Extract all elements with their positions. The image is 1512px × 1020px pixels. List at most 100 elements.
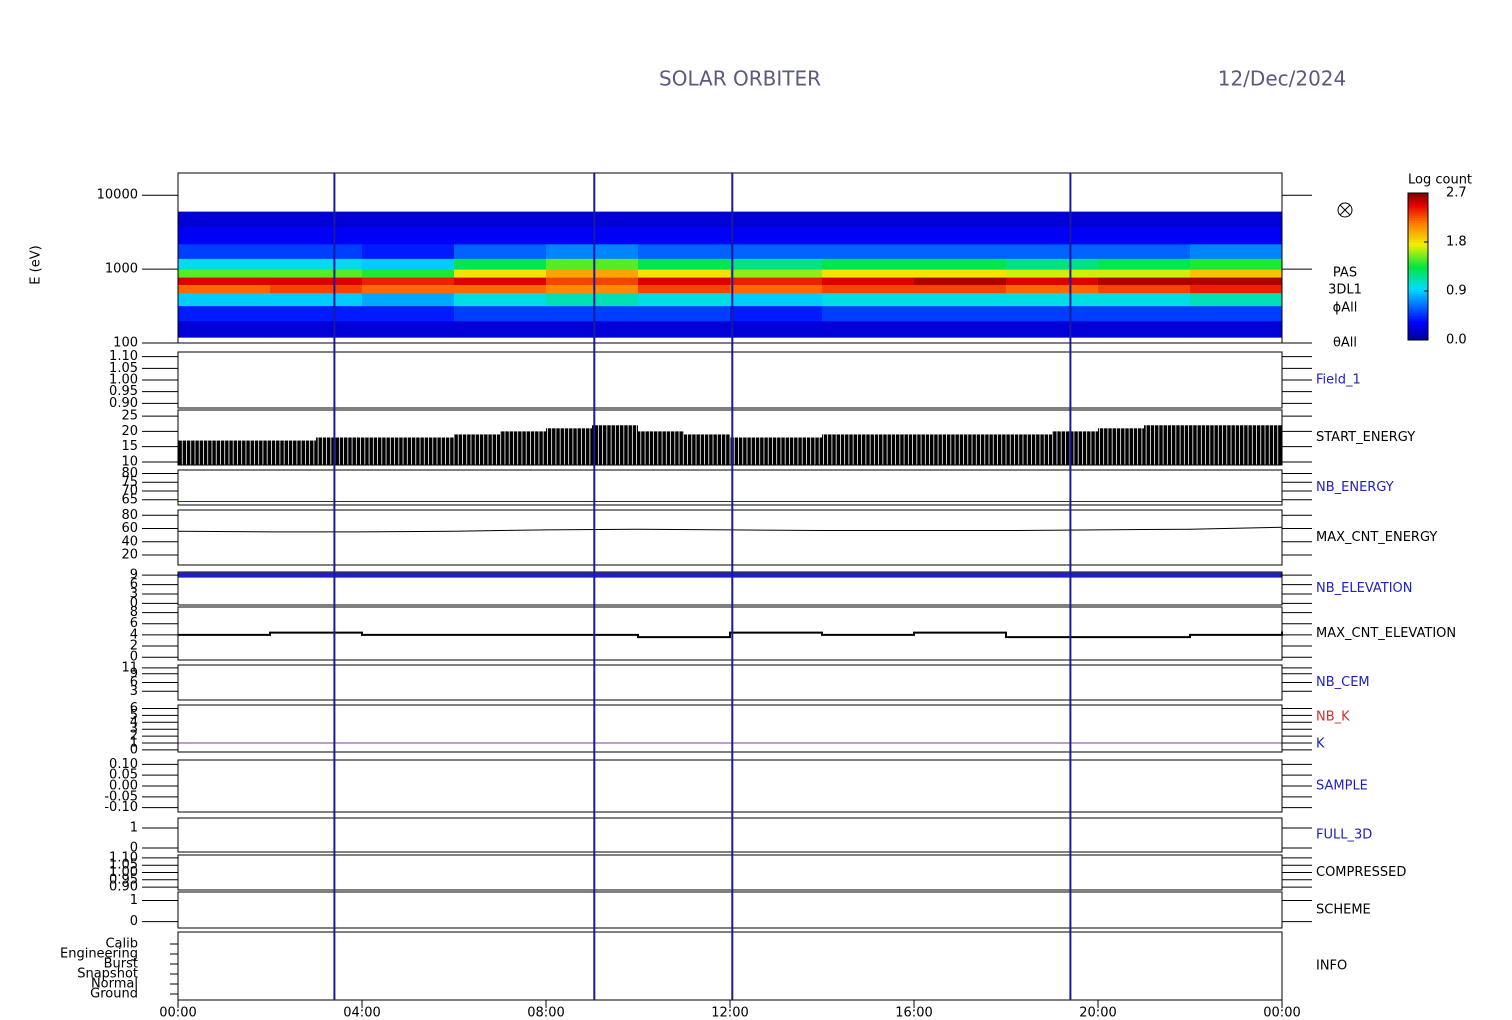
colorbar-segment (1408, 293, 1428, 297)
spectrogram-cell (822, 211, 915, 227)
x-tick-label: 04:00 (343, 1006, 380, 1020)
panel-label: SCHEME (1316, 903, 1371, 918)
spectrogram-cell (454, 226, 547, 245)
x-tick-label: 00:00 (1263, 1006, 1300, 1020)
colorbar-tick-label: 0.0 (1446, 333, 1467, 348)
spectrogram-cell (270, 284, 363, 294)
spectrogram-cell (914, 243, 1007, 259)
spectrogram-cell (1190, 226, 1283, 245)
spectrogram-cell (730, 277, 823, 285)
colorbar-segment (1408, 305, 1428, 309)
data-line (177, 526, 1283, 533)
panel-label: K (1316, 737, 1325, 752)
spectrogram-cell (914, 277, 1007, 285)
colorbar-segment (1408, 239, 1428, 243)
spectrogram-cell (454, 269, 547, 278)
bar (914, 434, 960, 465)
spectrogram-cell (178, 243, 271, 259)
y-tick-label: 1.00 (109, 865, 138, 880)
colorbar-segment (1408, 197, 1428, 201)
spectrogram-cell (822, 243, 915, 259)
spectrogram-cell (454, 320, 547, 338)
colorbar-segment (1408, 303, 1428, 307)
y-tick-label: 1.10 (109, 850, 138, 865)
spectrogram-cell (454, 243, 547, 259)
colorbar-segment (1408, 210, 1428, 214)
spectrogram-cell (638, 284, 731, 294)
y-tick-label: 0 (130, 914, 138, 929)
panel-label: COMPRESSED (1316, 865, 1406, 880)
bar (224, 440, 270, 465)
spectrogram-cell (1098, 284, 1191, 294)
y-tick-label: 20 (121, 424, 138, 439)
spectrogram-cell (1098, 277, 1191, 285)
panel-frame (177, 759, 1283, 813)
y-tick-label: 9 (130, 666, 138, 681)
y-tick-label: 0.00 (109, 779, 138, 794)
y-tick-label: 11 (121, 660, 138, 675)
panel-label: FULL_3D (1316, 828, 1372, 843)
spectrogram-cell (1190, 292, 1283, 307)
x-tick-label: 20:00 (1079, 1006, 1116, 1020)
bar (408, 437, 454, 465)
y-category-label: Normal (91, 977, 138, 992)
panel-frame (177, 664, 1283, 701)
colorbar-segment (1408, 195, 1428, 199)
spectrogram-cell (270, 292, 363, 307)
spectrogram-cell (1006, 320, 1099, 338)
y-tick-label: 65 (121, 492, 138, 507)
y-tick-label: 80 (121, 466, 138, 481)
spectrogram-cell (822, 277, 915, 285)
spectrogram-cell (178, 305, 271, 322)
spectrogram-cell (270, 277, 363, 285)
spectrogram-cell (638, 269, 731, 278)
colorbar-segment (1408, 229, 1428, 233)
panel-label: SAMPLE (1316, 779, 1368, 794)
spectrogram-cell (914, 320, 1007, 338)
y-tick-label: 60 (121, 521, 138, 536)
spectrogram-cell (1006, 211, 1099, 227)
colorbar-segment (1408, 200, 1428, 204)
y-tick-label: 0.05 (109, 768, 138, 783)
colorbar-segment (1408, 310, 1428, 314)
spectrogram-cell (178, 226, 271, 245)
colorbar-tick-label: 1.8 (1446, 235, 1467, 250)
y-category-label: Ground (90, 987, 138, 1002)
spectrogram-cell (730, 292, 823, 307)
spectrogram-cell (638, 292, 731, 307)
spectrogram-cell (822, 226, 915, 245)
y-tick-label: 0.95 (109, 384, 138, 399)
plot-title: SOLAR ORBITER (659, 67, 821, 91)
spectrogram-cell (362, 277, 455, 285)
panel-label: INFO (1316, 959, 1347, 974)
colorbar-segment (1408, 273, 1428, 277)
spectrogram-cell (914, 305, 1007, 322)
panel-label: NB_ENERGY (1316, 480, 1394, 495)
spectrogram-cell (822, 305, 915, 322)
colorbar-segment (1408, 205, 1428, 209)
spectrogram-cell (1098, 269, 1191, 278)
bar (454, 434, 500, 465)
spectrogram-cell (454, 292, 547, 307)
spectrogram-cell (1006, 269, 1099, 278)
spectrogram-cell (546, 211, 639, 227)
colorbar-segment (1408, 278, 1428, 282)
spectrogram-cell (822, 292, 915, 307)
colorbar-segment (1408, 271, 1428, 275)
colorbar-segment (1408, 327, 1428, 331)
y-tick-label: 0.90 (109, 396, 138, 411)
y-tick-label: 10 (121, 454, 138, 469)
bar (684, 434, 730, 465)
colorbar-segment (1408, 332, 1428, 336)
panel-frame (177, 704, 1283, 753)
spectrogram-cell (454, 305, 547, 322)
y-category-label: Burst (104, 957, 138, 972)
colorbar-segment (1408, 259, 1428, 263)
colorbar-segment (1408, 283, 1428, 287)
spectrogram-cell (914, 258, 1007, 270)
panel-label: Field_1 (1316, 373, 1361, 388)
spectrogram-cell (914, 292, 1007, 307)
spectrogram-cell (1190, 258, 1283, 270)
spectrogram-cell (178, 211, 271, 227)
spectrogram-cell (730, 243, 823, 259)
